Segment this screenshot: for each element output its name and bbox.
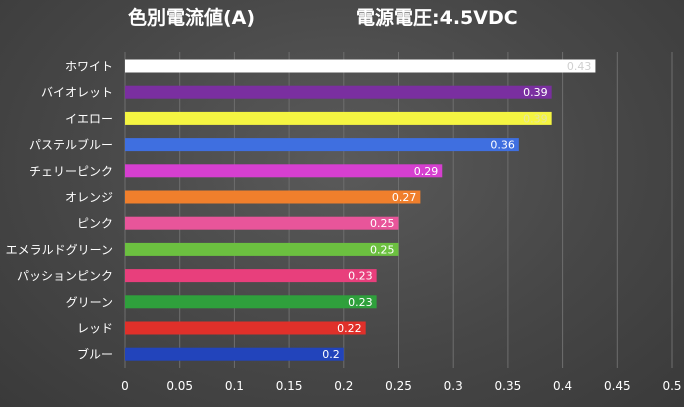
category-label: エメラルドグリーン — [6, 243, 113, 257]
category-label: レッド — [77, 322, 113, 336]
category-label: ピンク — [77, 217, 113, 231]
x-tick-label: 0.3 — [444, 379, 463, 393]
value-label: 0.27 — [392, 191, 417, 204]
bar — [125, 216, 399, 230]
category-label: パッションピンク — [17, 269, 113, 283]
chart-subtitle: 電源電圧:4.5VDC — [356, 6, 518, 29]
value-label: 0.23 — [348, 296, 373, 309]
x-tick-label: 0 — [121, 379, 129, 393]
x-tick-label: 0.35 — [495, 379, 522, 393]
category-label: ホワイト — [65, 60, 113, 74]
bar — [125, 295, 377, 309]
bar — [125, 347, 344, 361]
bars — [125, 59, 596, 361]
bar — [125, 59, 596, 73]
value-label: 0.29 — [414, 165, 439, 178]
category-label: ブルー — [77, 347, 113, 362]
x-tick-label: 0.4 — [553, 379, 572, 393]
bar — [125, 269, 377, 283]
value-label: 0.22 — [337, 322, 362, 335]
bar — [125, 242, 399, 256]
bar — [125, 321, 366, 335]
value-label: 0.36 — [490, 139, 515, 152]
bar — [125, 164, 443, 178]
value-labels: 0.43 0.39 0.39 0.36 0.29 0.27 0.25 0.25 0.23 0.23… — [322, 60, 591, 361]
bar — [125, 85, 552, 99]
category-label: グリーン — [66, 295, 113, 309]
value-label: 0.25 — [370, 217, 395, 230]
category-label: オレンジ — [65, 191, 113, 205]
x-tick-label: 0.5 — [662, 379, 681, 393]
category-label: バイオレット — [41, 86, 113, 100]
x-tick-label: 0.2 — [334, 379, 353, 393]
value-label: 0.43 — [567, 60, 592, 73]
x-tick-label: 0.45 — [604, 379, 631, 393]
x-tick-label: 0.15 — [276, 379, 303, 393]
category-labels: ホワイトバイオレットイエローパステルブルーチェリーピンクオレンジピンクエメラルド… — [6, 60, 113, 362]
value-label: 0.2 — [322, 348, 340, 361]
value-label: 0.39 — [523, 86, 548, 99]
x-tick-label: 0.25 — [385, 379, 412, 393]
category-label: パステルブルー — [29, 137, 113, 152]
value-label: 0.25 — [370, 243, 395, 256]
x-axis-ticks: 0 0.05 0.1 0.15 0.2 0.25 0.3 0.35 0.4 0.45 0.5 — [121, 379, 681, 393]
category-label: チェリーピンク — [29, 164, 113, 178]
value-label: 0.23 — [348, 270, 373, 283]
bar — [125, 111, 552, 125]
category-label: イエロー — [65, 112, 113, 126]
value-label: 0.39 — [523, 112, 548, 125]
bar — [125, 138, 519, 152]
x-tick-label: 0.05 — [166, 379, 193, 393]
chart-title: 色別電流値(A) — [128, 6, 255, 29]
grid-lines — [124, 52, 673, 368]
x-tick-label: 0.1 — [225, 379, 244, 393]
bar — [125, 190, 421, 204]
